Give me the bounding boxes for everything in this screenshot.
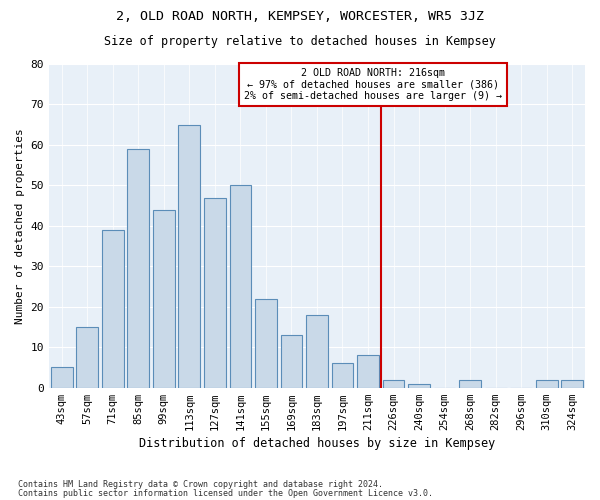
Bar xyxy=(230,186,251,388)
Bar xyxy=(459,380,481,388)
Bar xyxy=(536,380,557,388)
X-axis label: Distribution of detached houses by size in Kempsey: Distribution of detached houses by size … xyxy=(139,437,495,450)
Text: 2, OLD ROAD NORTH, KEMPSEY, WORCESTER, WR5 3JZ: 2, OLD ROAD NORTH, KEMPSEY, WORCESTER, W… xyxy=(116,10,484,23)
Bar xyxy=(51,368,73,388)
Text: Contains HM Land Registry data © Crown copyright and database right 2024.: Contains HM Land Registry data © Crown c… xyxy=(18,480,383,489)
Bar xyxy=(204,198,226,388)
Text: 2 OLD ROAD NORTH: 216sqm
← 97% of detached houses are smaller (386)
2% of semi-d: 2 OLD ROAD NORTH: 216sqm ← 97% of detach… xyxy=(244,68,502,101)
Y-axis label: Number of detached properties: Number of detached properties xyxy=(15,128,25,324)
Bar xyxy=(306,315,328,388)
Bar xyxy=(562,380,583,388)
Bar xyxy=(178,124,200,388)
Text: Contains public sector information licensed under the Open Government Licence v3: Contains public sector information licen… xyxy=(18,488,433,498)
Bar xyxy=(76,327,98,388)
Text: Size of property relative to detached houses in Kempsey: Size of property relative to detached ho… xyxy=(104,35,496,48)
Bar xyxy=(153,210,175,388)
Bar xyxy=(332,364,353,388)
Bar xyxy=(255,298,277,388)
Bar xyxy=(127,149,149,388)
Bar xyxy=(408,384,430,388)
Bar xyxy=(357,356,379,388)
Bar xyxy=(281,335,302,388)
Bar xyxy=(102,230,124,388)
Bar xyxy=(383,380,404,388)
